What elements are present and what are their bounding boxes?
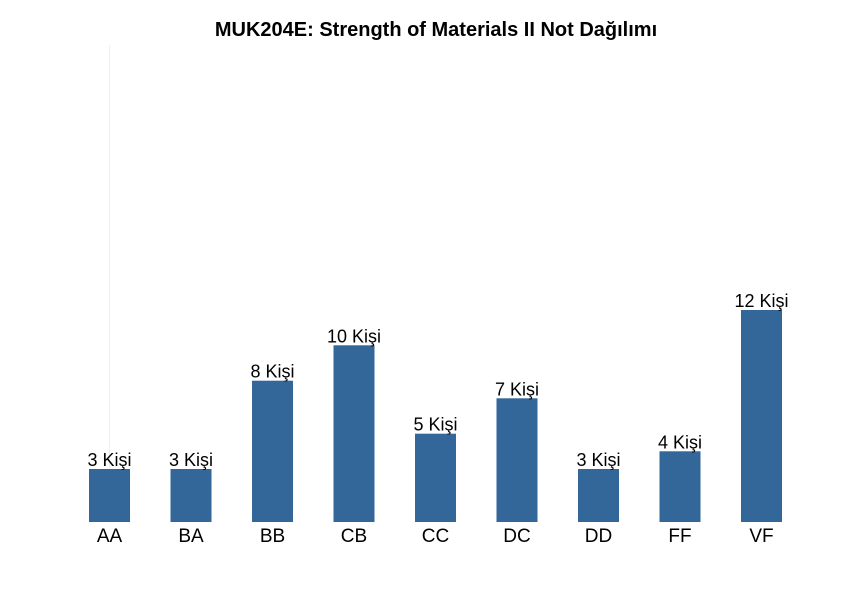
bar-ba xyxy=(170,469,212,522)
data-label-bb: 8 Kişi xyxy=(250,362,294,382)
data-label-ba: 3 Kişi xyxy=(169,450,213,470)
x-tick-label-dd: DD xyxy=(585,526,612,547)
x-tick-label-cc: CC xyxy=(422,526,449,547)
bar-dc xyxy=(496,398,538,522)
data-label-dd: 3 Kişi xyxy=(576,450,620,470)
x-tick-labels-group: AA BA BB CB CC DC DD FF VF xyxy=(97,526,774,547)
bar-cc xyxy=(415,433,456,522)
x-tick-label-ba: BA xyxy=(178,526,204,547)
data-label-dc: 7 Kişi xyxy=(495,379,539,399)
bar-vf xyxy=(741,310,782,522)
x-tick-label-dc: DC xyxy=(503,526,530,547)
bar-bb xyxy=(252,380,293,522)
data-labels-group: 3 Kişi 3 Kişi 8 Kişi 10 Kişi 5 Kişi 7 Kişi 3 K… xyxy=(87,291,788,470)
bar-aa xyxy=(89,469,130,522)
bar-dd xyxy=(578,469,619,522)
x-tick-label-bb: BB xyxy=(260,526,285,547)
data-label-cc: 5 Kişi xyxy=(413,415,457,435)
data-label-ff: 4 Kişi xyxy=(658,432,702,452)
x-tick-label-aa: AA xyxy=(97,526,123,547)
data-label-aa: 3 Kişi xyxy=(87,450,131,470)
x-tick-label-ff: FF xyxy=(668,526,691,547)
x-tick-label-cb: CB xyxy=(341,526,367,547)
bars-group xyxy=(89,310,782,522)
bar-ff xyxy=(659,451,701,522)
chart-title: MUK204E: Strength of Materials II Not Da… xyxy=(215,19,657,41)
bar-cb xyxy=(333,345,375,522)
data-label-cb: 10 Kişi xyxy=(327,326,381,346)
x-tick-label-vf: VF xyxy=(749,526,773,547)
data-label-vf: 12 Kişi xyxy=(734,291,788,311)
